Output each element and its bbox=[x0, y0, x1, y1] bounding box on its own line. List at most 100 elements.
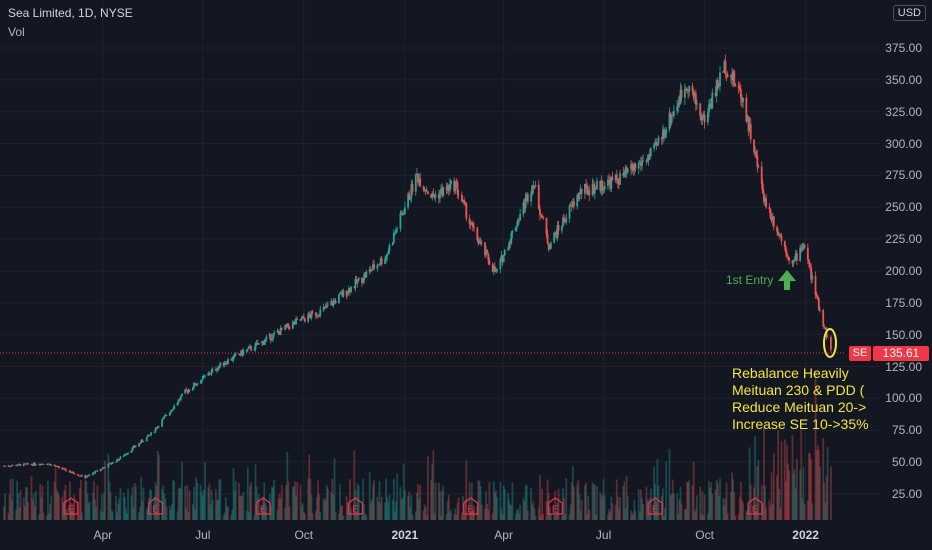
volume-bar bbox=[488, 481, 491, 520]
volume-bar bbox=[378, 481, 381, 520]
earnings-marker-label: E bbox=[652, 505, 659, 516]
volume-bar bbox=[354, 489, 357, 520]
volume-bar bbox=[616, 496, 619, 520]
candle-body bbox=[591, 183, 594, 196]
candle-body bbox=[42, 463, 45, 465]
candle-body bbox=[387, 251, 390, 255]
volume-bar bbox=[623, 481, 626, 520]
candle-body bbox=[99, 468, 102, 472]
candle-body bbox=[141, 440, 144, 442]
volume-bar bbox=[687, 482, 690, 520]
volume-bar bbox=[534, 515, 537, 520]
volume-bar bbox=[565, 478, 568, 520]
candle-body bbox=[369, 269, 372, 272]
candle-body bbox=[765, 198, 768, 208]
volume-bar bbox=[661, 488, 664, 520]
candle-body bbox=[384, 259, 386, 264]
volume-bar bbox=[333, 458, 336, 520]
volume-bar bbox=[210, 489, 213, 520]
candle-body bbox=[760, 166, 763, 184]
volume-bar bbox=[464, 499, 467, 520]
note-line: Increase SE 10->35% bbox=[732, 416, 869, 432]
candle-body bbox=[502, 254, 505, 263]
candle-body bbox=[478, 242, 481, 244]
volume-bar bbox=[814, 371, 817, 520]
volume-bar bbox=[525, 484, 528, 520]
candle-body bbox=[545, 217, 548, 235]
candle-body bbox=[269, 333, 272, 341]
candle-body bbox=[716, 80, 719, 87]
candle-body bbox=[150, 432, 153, 435]
candle-body bbox=[480, 242, 483, 243]
candle-body bbox=[730, 75, 732, 77]
volume-bar bbox=[508, 499, 511, 520]
candle-body bbox=[110, 463, 113, 465]
volume-bar bbox=[226, 506, 228, 520]
candle-body bbox=[546, 234, 549, 244]
candle-body bbox=[409, 197, 412, 200]
candle-body bbox=[534, 184, 537, 187]
candle-body bbox=[562, 217, 564, 227]
volume-bar bbox=[101, 512, 104, 520]
candle-body bbox=[168, 412, 171, 416]
candle-body bbox=[204, 375, 206, 377]
volume-bar bbox=[594, 514, 597, 520]
volume-bar bbox=[39, 483, 42, 520]
candle-body bbox=[557, 224, 560, 231]
volume-bar bbox=[317, 480, 319, 520]
candle-body bbox=[100, 468, 103, 470]
volume-bar bbox=[399, 486, 402, 520]
candle-body bbox=[816, 296, 819, 299]
currency-button[interactable]: USD bbox=[892, 5, 926, 21]
volume-bar bbox=[86, 493, 89, 520]
candle-body bbox=[347, 288, 350, 293]
volume-bar bbox=[801, 498, 804, 520]
note-line: Meituan 230 & PDD ( bbox=[732, 382, 865, 398]
volume-bar bbox=[826, 446, 829, 520]
volume-bar bbox=[555, 515, 558, 520]
candle-body bbox=[570, 205, 573, 207]
candle-body bbox=[560, 226, 563, 231]
volume-bar bbox=[15, 510, 17, 520]
candle-body bbox=[307, 313, 310, 322]
volume-bar bbox=[276, 510, 279, 520]
volume-bar bbox=[7, 513, 10, 520]
volume-bar bbox=[745, 511, 748, 520]
volume-bar bbox=[537, 507, 540, 520]
candle-body bbox=[123, 454, 126, 456]
volume-bar bbox=[756, 465, 759, 520]
candle-body bbox=[272, 334, 274, 340]
volume-bar bbox=[99, 510, 102, 520]
candle-body bbox=[802, 244, 805, 248]
volume-bar bbox=[47, 480, 49, 520]
candle-body bbox=[761, 183, 764, 194]
candle-body bbox=[755, 151, 758, 156]
volume-bar bbox=[100, 494, 103, 520]
volume-bar bbox=[54, 468, 57, 520]
candle-body bbox=[138, 443, 140, 447]
volume-bar bbox=[33, 505, 36, 520]
candle-body bbox=[638, 162, 641, 164]
candle-body bbox=[195, 384, 198, 386]
candle-body bbox=[68, 470, 71, 473]
candle-body bbox=[353, 286, 356, 288]
candle-body bbox=[423, 189, 426, 191]
volume-bar bbox=[685, 508, 687, 520]
candle-body bbox=[95, 470, 98, 472]
candle-body bbox=[376, 264, 379, 269]
volume-bar bbox=[342, 515, 345, 520]
volume-bar bbox=[457, 497, 460, 520]
volume-bar bbox=[806, 500, 809, 520]
candle-body bbox=[111, 461, 114, 464]
candle-body bbox=[40, 463, 43, 465]
candle-body bbox=[692, 91, 695, 98]
earnings-marker-label: E bbox=[260, 505, 267, 516]
volume-bar bbox=[180, 461, 183, 520]
volume-bar bbox=[716, 483, 719, 520]
candle-body bbox=[795, 253, 798, 261]
volume-bar bbox=[365, 515, 368, 520]
volume-bar bbox=[408, 491, 411, 520]
volume-bar bbox=[731, 472, 733, 520]
volume-indicator-label[interactable]: Vol bbox=[8, 25, 25, 39]
